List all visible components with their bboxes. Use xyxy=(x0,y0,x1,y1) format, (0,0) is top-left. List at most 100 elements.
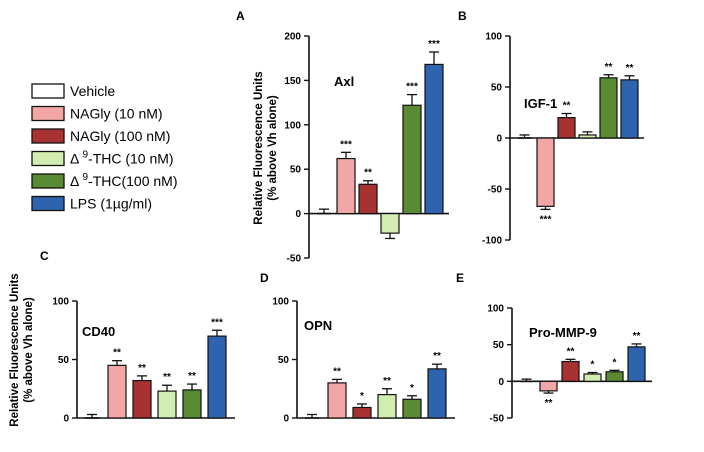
y-tick-label: 50 xyxy=(58,355,70,366)
panel-letter: D xyxy=(260,271,269,285)
y-tick-label: 0 xyxy=(63,414,69,425)
bar-4 xyxy=(578,134,597,139)
y-tick-label: 0 xyxy=(496,134,502,145)
legend-label: Vehicle xyxy=(70,83,115,99)
panel-letter: A xyxy=(236,9,245,23)
panel-title: Axl xyxy=(334,74,354,89)
bar-2 xyxy=(536,137,555,207)
legend-swatch xyxy=(31,150,65,167)
significance-label: ** xyxy=(626,63,634,74)
y-tick-label: 50 xyxy=(278,355,290,366)
significance-label: *** xyxy=(340,139,352,150)
significance-label: ** xyxy=(138,363,146,374)
bar-4 xyxy=(157,390,177,419)
significance-label: ** xyxy=(433,351,441,362)
legend-swatch xyxy=(31,128,65,144)
y-tick-label: -50 xyxy=(490,414,505,425)
significance-label: ** xyxy=(605,62,613,73)
y-tick-label: 100 xyxy=(272,297,289,308)
significance-label: * xyxy=(613,357,617,368)
panel-title: Pro-MMP-9 xyxy=(529,325,597,340)
bar-3 xyxy=(358,183,378,215)
legend-label: NAGly (100 nM) xyxy=(70,128,170,144)
y-tick-label: 150 xyxy=(284,76,301,87)
legend-label: Δ 9-THC (10 nM) xyxy=(70,150,174,167)
bar-5 xyxy=(402,398,422,419)
bar-6 xyxy=(620,79,639,139)
bar-6 xyxy=(207,335,227,419)
panel-a-ylabel-line2: (% above Vh alone) xyxy=(267,95,279,201)
y-tick-label: -50 xyxy=(287,254,302,265)
legend: Vehicle NAGly (10 nM) NAGly (100 nM) Δ 9-TH… xyxy=(31,83,178,212)
panel-letter: C xyxy=(40,249,49,263)
significance-label: ** xyxy=(563,101,571,112)
y-tick-label: 0 xyxy=(498,377,504,388)
legend-label: NAGly (10 nM) xyxy=(70,106,163,122)
y-tick-label: 0 xyxy=(295,209,301,220)
bar-3 xyxy=(557,116,576,139)
y-tick-label: 200 xyxy=(284,32,301,43)
bar-4 xyxy=(380,213,400,234)
bar-6 xyxy=(627,346,646,382)
y-tick-label: 50 xyxy=(491,83,503,94)
panel-title: OPN xyxy=(304,318,332,333)
bar-5 xyxy=(402,104,422,215)
y-tick-label: 100 xyxy=(284,120,301,131)
y-tick-label: 50 xyxy=(290,165,302,176)
significance-label: ** xyxy=(188,371,196,382)
panel-title: CD40 xyxy=(82,324,115,339)
y-tick-label: 0 xyxy=(283,414,289,425)
panel-c-ylabel-line1: Relative Fluorescence Units xyxy=(9,273,21,426)
bar-4 xyxy=(377,394,397,419)
bar-3 xyxy=(132,379,152,419)
bar-5 xyxy=(599,77,618,139)
y-tick-label: 100 xyxy=(485,32,502,43)
significance-label: * xyxy=(410,383,414,394)
panel-letter: E xyxy=(456,271,464,285)
bar-2 xyxy=(539,380,558,392)
y-tick-label: -100 xyxy=(482,236,502,247)
bar-2 xyxy=(107,364,127,419)
panel-title: IGF-1 xyxy=(524,96,557,111)
bar-5 xyxy=(605,371,624,382)
significance-label: ** xyxy=(633,331,641,342)
legend-swatch xyxy=(31,83,65,99)
panel-letter: B xyxy=(458,9,467,23)
bar-4 xyxy=(583,373,602,382)
significance-label: *** xyxy=(428,39,440,50)
legend-swatch xyxy=(31,173,65,189)
significance-label: ** xyxy=(333,366,341,377)
significance-label: ** xyxy=(364,168,372,179)
significance-label: ** xyxy=(383,376,391,387)
significance-label: ** xyxy=(113,348,121,359)
bar-5 xyxy=(182,389,202,419)
legend-label: LPS (1µg/ml) xyxy=(70,196,152,212)
significance-label: *** xyxy=(211,317,223,328)
bar-2 xyxy=(336,157,356,215)
significance-label: ** xyxy=(567,346,575,357)
legend-swatch xyxy=(31,105,65,122)
significance-label: * xyxy=(591,360,595,371)
significance-label: * xyxy=(360,391,364,402)
panel-a-ylabel-line1: Relative Fluorescence Units xyxy=(253,71,265,224)
legend-label: Δ 9-THC(100 nM) xyxy=(70,172,178,189)
significance-label: ** xyxy=(163,372,171,383)
bar-3 xyxy=(352,406,372,419)
y-tick-label: 50 xyxy=(493,340,505,351)
bar-6 xyxy=(424,63,444,215)
significance-label: *** xyxy=(540,214,552,225)
bar-2 xyxy=(327,382,347,419)
panel-c-ylabel-line2: (% above Vh alone) xyxy=(23,297,35,403)
y-tick-label: 100 xyxy=(487,304,504,315)
y-tick-label: -50 xyxy=(488,185,503,196)
legend-swatch xyxy=(31,195,65,212)
significance-label: ** xyxy=(545,398,553,409)
significance-label: *** xyxy=(406,82,418,93)
bar-6 xyxy=(427,368,447,419)
